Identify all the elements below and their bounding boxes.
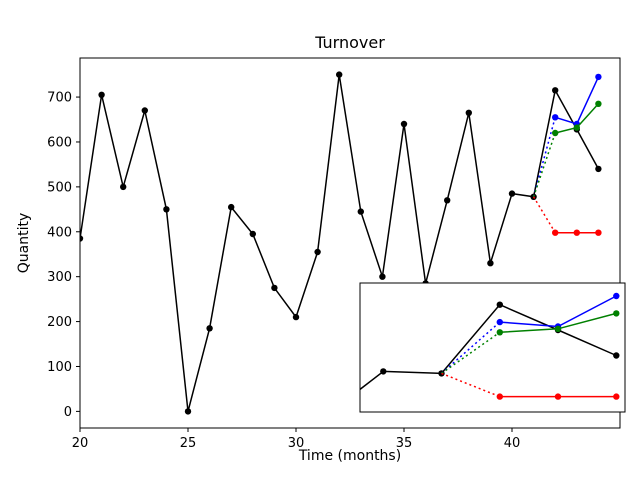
svg-text:35: 35 [396, 436, 413, 451]
svg-text:40: 40 [504, 436, 521, 451]
svg-text:20: 20 [72, 436, 89, 451]
svg-text:30: 30 [288, 436, 305, 451]
svg-text:25: 25 [180, 436, 197, 451]
svg-text:300: 300 [47, 270, 72, 285]
svg-text:500: 500 [47, 180, 72, 195]
x-axis-label: Time (months) [298, 448, 402, 464]
svg-text:600: 600 [47, 135, 72, 150]
svg-text:100: 100 [47, 360, 72, 375]
svg-text:0: 0 [64, 405, 72, 420]
svg-text:700: 700 [47, 91, 72, 106]
y-axis-label: Quantity [16, 212, 32, 274]
chart-title: Turnover [315, 33, 385, 52]
svg-text:400: 400 [47, 225, 72, 240]
svg-text:200: 200 [47, 315, 72, 330]
